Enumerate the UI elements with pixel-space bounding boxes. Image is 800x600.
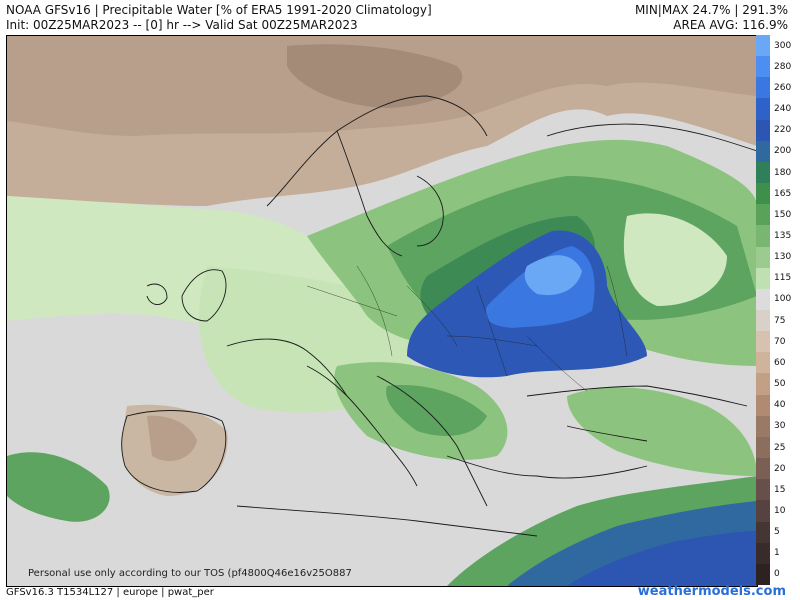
colorbar-label: 115 xyxy=(774,273,792,284)
colorbar-swatch xyxy=(756,500,770,523)
colorbar-swatch xyxy=(756,563,770,586)
colorbar-swatch xyxy=(756,352,770,374)
colorbar-label: 200 xyxy=(774,146,792,157)
colorbar-swatch xyxy=(756,98,770,121)
colorbar-label: 20 xyxy=(774,463,786,474)
colorbar-label: 25 xyxy=(774,442,786,453)
colorbar-label: 1 xyxy=(774,548,780,559)
colorbar-label: 240 xyxy=(774,104,792,115)
colorbar-swatch xyxy=(756,458,770,480)
colorbar-label: 60 xyxy=(774,357,786,368)
colorbar-swatch xyxy=(756,246,770,269)
colorbar-label: 30 xyxy=(774,421,786,432)
colorbar-swatch xyxy=(756,521,770,544)
colorbar-label: 300 xyxy=(774,40,792,51)
colorbar-label: 260 xyxy=(774,82,792,93)
min-max-readout: MIN|MAX 24.7% | 291.3% xyxy=(634,3,788,17)
colorbar-swatch xyxy=(756,77,770,99)
brand-link[interactable]: weathermodels.com xyxy=(637,584,786,599)
model-info: GFSv16.3 T1534L127 | europe | pwat_per xyxy=(6,587,214,598)
colorbar-label: 130 xyxy=(774,252,792,263)
colorbar-swatch xyxy=(756,310,770,332)
precipitable-water-map[interactable] xyxy=(6,35,758,587)
colorbar-label: 70 xyxy=(774,336,786,347)
colorbar-swatch xyxy=(756,436,770,459)
colorbar-label: 0 xyxy=(774,569,780,580)
colorbar-legend: 300 280 260 240 220 200 180 165 150 135 130 115 100 7… xyxy=(756,35,800,586)
colorbar-label: 75 xyxy=(774,315,786,326)
colorbar-swatch xyxy=(756,479,770,501)
colorbar-label: 180 xyxy=(774,167,792,178)
tos-watermark: Personal use only according to our TOS (… xyxy=(28,568,352,579)
colorbar-label: 40 xyxy=(774,400,786,411)
colorbar-label: 50 xyxy=(774,379,786,390)
colorbar-swatch xyxy=(756,542,770,565)
colorbar-swatch xyxy=(756,331,770,353)
colorbar-swatch xyxy=(756,35,770,57)
colorbar-label: 150 xyxy=(774,209,792,220)
colorbar-swatch xyxy=(756,415,770,438)
colorbar-swatch xyxy=(756,288,770,311)
colorbar-label: 100 xyxy=(774,294,792,305)
colorbar-label: 220 xyxy=(774,125,792,136)
colorbar-label: 165 xyxy=(774,188,792,199)
colorbar-swatch xyxy=(756,204,770,226)
colorbar-swatch xyxy=(756,140,770,163)
map-field xyxy=(7,36,757,586)
map-title: NOAA GFSv16 | Precipitable Water [% of E… xyxy=(6,3,432,17)
init-valid-time: Init: 00Z25MAR2023 -- [0] hr --> Valid S… xyxy=(6,18,358,32)
colorbar-label: 10 xyxy=(774,505,786,516)
colorbar-swatch xyxy=(756,56,770,78)
colorbar-label: 5 xyxy=(774,527,780,538)
colorbar-label: 280 xyxy=(774,61,792,72)
colorbar-label: 15 xyxy=(774,484,786,495)
colorbar-swatch xyxy=(756,119,770,142)
colorbar-swatch xyxy=(756,394,770,417)
colorbar-swatch xyxy=(756,161,770,184)
colorbar-swatch xyxy=(756,373,770,396)
colorbar-label: 135 xyxy=(774,230,792,241)
colorbar-swatch xyxy=(756,267,770,290)
colorbar-swatch xyxy=(756,183,770,205)
area-average-readout: AREA AVG: 116.9% xyxy=(673,18,788,32)
colorbar-swatch xyxy=(756,225,770,248)
